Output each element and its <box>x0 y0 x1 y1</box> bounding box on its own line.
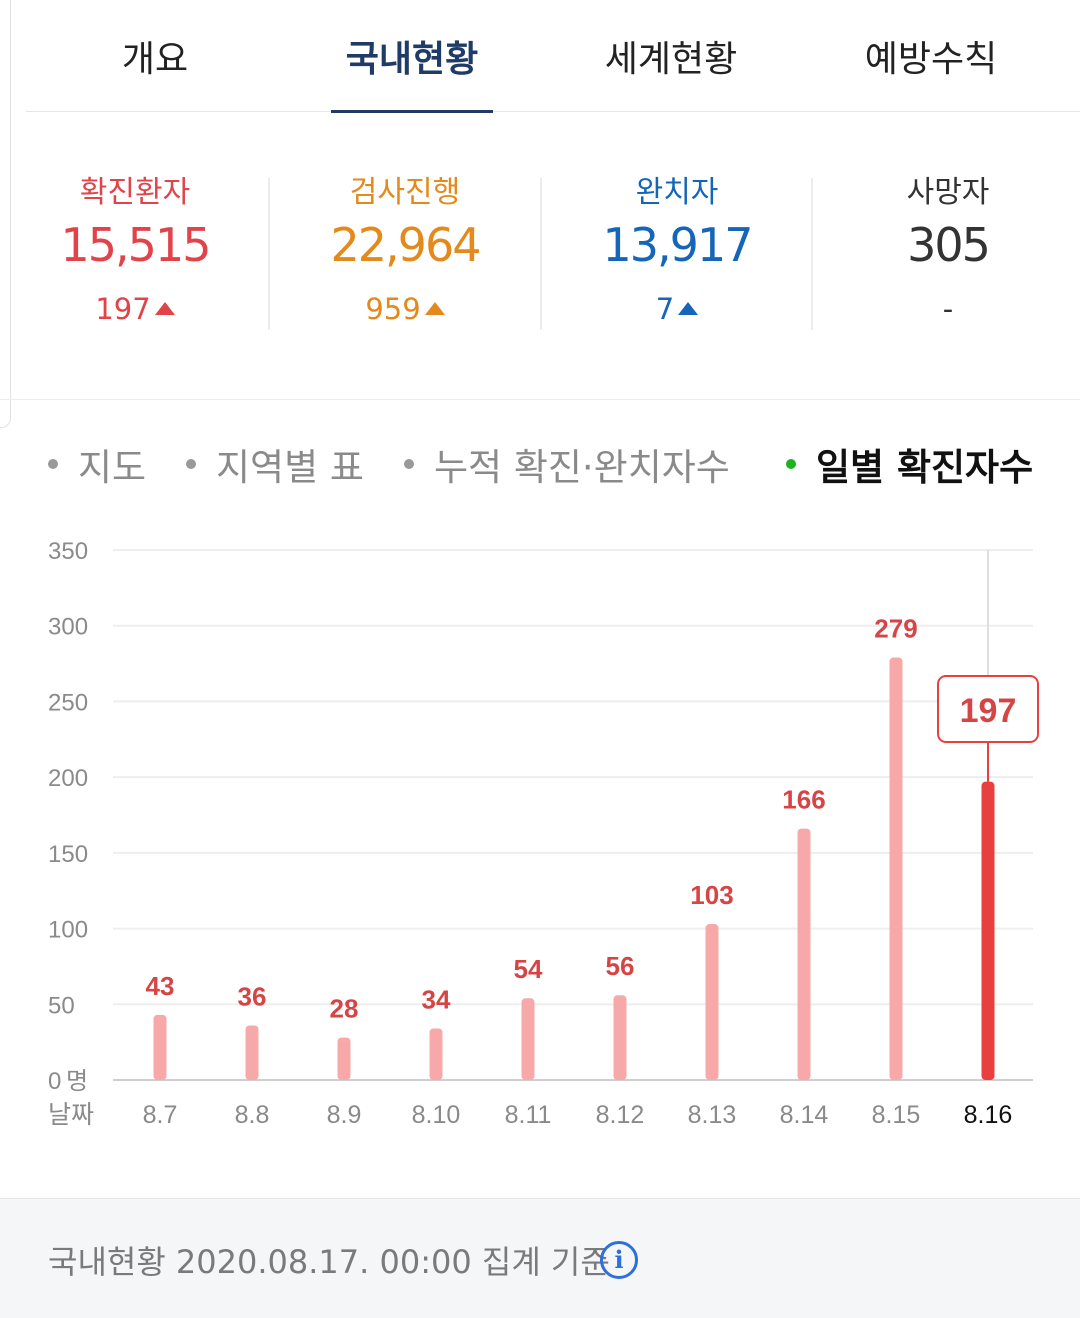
subtab-region-table[interactable]: 지역별 표 <box>186 436 364 492</box>
subtab-cumulative[interactable]: 누적 확진·완치자수 <box>404 436 730 492</box>
x-axis-label: 날짜 <box>48 1100 94 1129</box>
y-unit-label: 명 <box>66 1067 88 1095</box>
up-arrow-icon <box>154 302 175 315</box>
stat-label: 검사진행 <box>349 175 461 210</box>
stat-label: 완치자 <box>635 175 719 210</box>
y-tick-label: 250 <box>48 689 88 716</box>
tab-prevention[interactable]: 예방수칙 <box>864 39 998 80</box>
bar <box>337 1037 351 1080</box>
subtab-daily[interactable]: 일별 확진자수 <box>786 436 1033 492</box>
stat-recovered: 완치자 13,917 7 <box>542 174 812 334</box>
data-label: 34 <box>422 985 451 1015</box>
bar <box>613 995 627 1080</box>
stat-deaths: 사망자 305 - <box>813 174 1080 334</box>
stats-panel: 확진환자 15,515 197 검사진행 22,964 959 완치자 13,9… <box>0 112 1080 400</box>
y-tick-label: 150 <box>48 841 88 868</box>
bar <box>153 1014 167 1080</box>
stat-value: 22,964 <box>330 218 482 272</box>
bullet-dot-icon <box>48 459 58 469</box>
data-label: 54 <box>514 954 543 984</box>
data-label: 279 <box>874 614 917 644</box>
tab-domestic[interactable]: 국내현황 <box>331 0 493 113</box>
tooltip-value: 197 <box>960 692 1017 730</box>
data-label: 28 <box>330 994 359 1024</box>
y-tick-label: 300 <box>48 614 88 641</box>
stat-value: 13,917 <box>602 218 754 272</box>
x-tick-label: 8.10 <box>412 1101 461 1129</box>
main-tabs: 개요 국내현황 세계현황 예방수칙 <box>26 0 1080 113</box>
stat-label: 사망자 <box>906 175 990 210</box>
y-tick-label: 350 <box>48 538 88 565</box>
bar <box>705 924 719 1080</box>
data-label: 166 <box>782 785 825 815</box>
stat-value: 15,515 <box>60 218 212 272</box>
bar <box>429 1028 443 1080</box>
bar <box>889 657 903 1080</box>
divider <box>811 178 813 330</box>
stat-delta: - <box>942 292 954 326</box>
y-tick-label: 50 <box>48 992 75 1019</box>
data-label: 103 <box>690 880 733 910</box>
stat-label: 확진환자 <box>79 175 191 210</box>
bar <box>521 998 535 1080</box>
stat-confirmed: 확진환자 15,515 197 <box>0 174 270 334</box>
x-tick-label: 8.7 <box>143 1101 178 1129</box>
footer: 국내현황 2020.08.17. 00:00 집계 기준 i <box>0 1198 1080 1318</box>
bar <box>797 828 811 1080</box>
data-label: 43 <box>146 971 175 1001</box>
x-tick-label: 8.12 <box>596 1101 645 1129</box>
bullet-dot-icon <box>186 459 196 469</box>
stat-delta: 197 <box>0 288 270 330</box>
data-label: 36 <box>238 981 267 1011</box>
y-tick-label: 0 <box>48 1068 61 1095</box>
x-tick-label: 8.9 <box>327 1101 362 1129</box>
x-tick-label: 8.13 <box>688 1101 737 1129</box>
info-icon[interactable]: i <box>600 1241 638 1279</box>
x-tick-label: 8.15 <box>872 1101 921 1129</box>
up-arrow-icon <box>424 302 445 315</box>
stat-delta: 959 <box>270 288 540 330</box>
stat-delta: 7 <box>542 288 812 330</box>
y-tick-label: 100 <box>48 917 88 944</box>
bullet-dot-icon <box>404 459 414 469</box>
x-tick-label: 8.14 <box>780 1101 829 1129</box>
tab-global[interactable]: 세계현황 <box>604 39 738 80</box>
bar <box>981 781 995 1080</box>
chart-subtabs: 지도 지역별 표 누적 확진·완치자수 일별 확진자수 <box>0 436 1080 492</box>
bullet-dot-icon <box>786 459 796 469</box>
stat-value: 305 <box>907 218 991 272</box>
stat-testing: 검사진행 22,964 959 <box>270 174 540 334</box>
up-arrow-icon <box>678 302 699 315</box>
data-label: 56 <box>606 951 635 981</box>
footer-text: 국내현황 2020.08.17. 00:00 집계 기준 <box>48 1243 610 1281</box>
tab-overview[interactable]: 개요 <box>121 39 189 80</box>
daily-cases-chart: 0 50 100 150 200 250 300 350 명날짜 8.7 43 8.8 36 8.9 28 8… <box>48 538 1039 1129</box>
bar <box>245 1025 259 1080</box>
subtab-map[interactable]: 지도 <box>48 436 146 492</box>
divider <box>268 178 270 330</box>
y-tick-label: 200 <box>48 765 88 792</box>
x-tick-label: 8.8 <box>235 1101 270 1129</box>
x-tick-label: 8.16 <box>964 1101 1013 1129</box>
divider <box>540 178 542 330</box>
x-tick-label: 8.11 <box>505 1101 552 1129</box>
